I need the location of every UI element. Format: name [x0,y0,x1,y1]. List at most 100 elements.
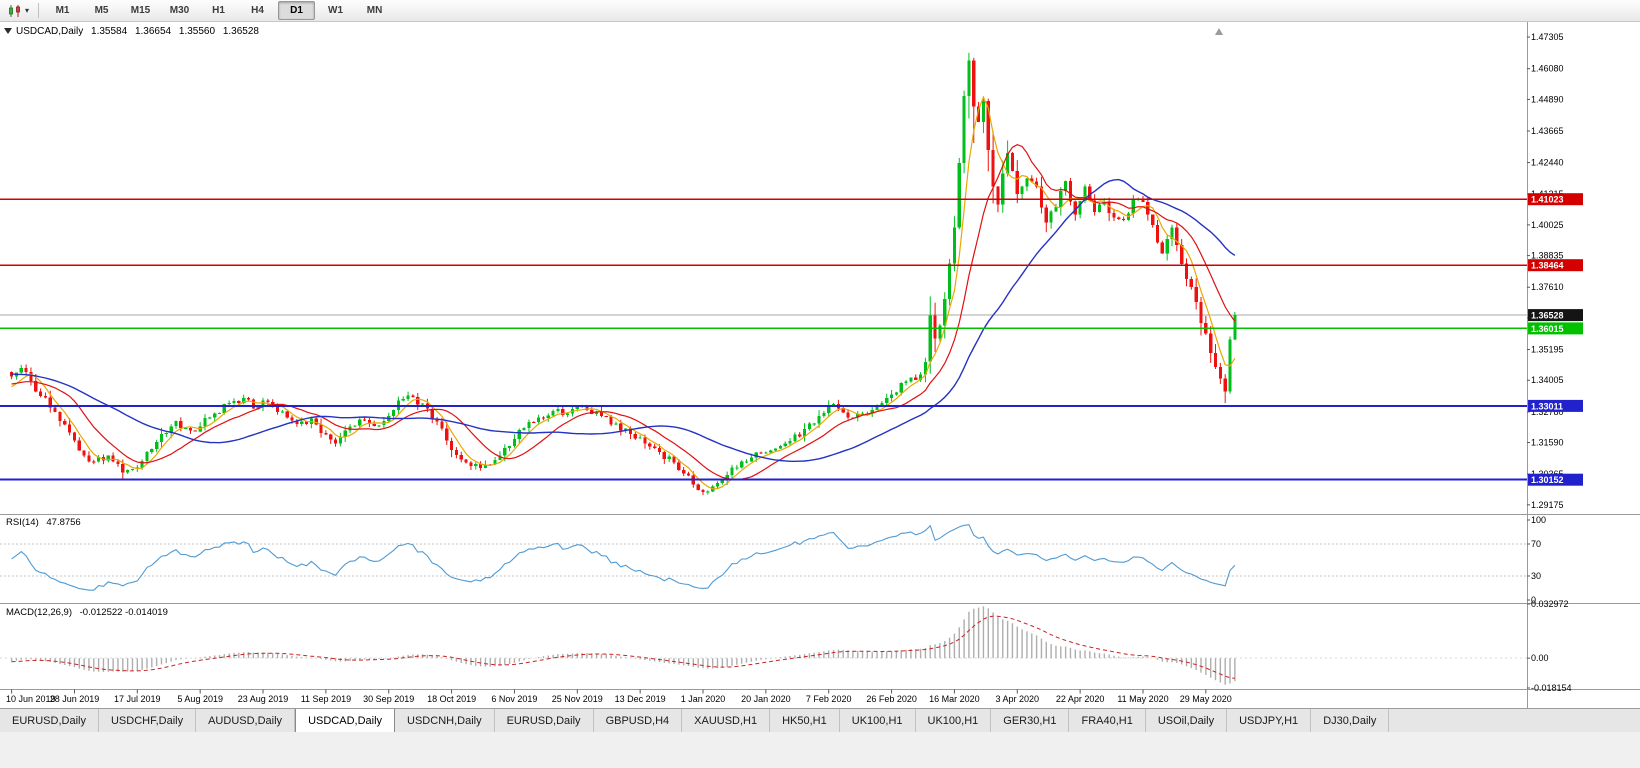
svg-text:10 Jun 2019: 10 Jun 2019 [6,694,56,704]
chart-tab-usoil-daily[interactable]: USOil,Daily [1146,709,1228,732]
ohlc-low: 1.35560 [178,26,216,37]
toolbar: ▾ M1 M5 M15 M30 H1 H4 D1 W1 MN [0,0,1640,22]
level-badge-1.33011: 1.33011 [1528,399,1583,412]
svg-text:1.41023: 1.41023 [1531,195,1564,205]
svg-text:18 Oct 2019: 18 Oct 2019 [427,694,476,704]
timeframe-buttons: M1 M5 M15 M30 H1 H4 D1 W1 MN [43,1,394,20]
symbol-tab-bar: EURUSD,Daily USDCHF,Daily AUDUSD,Daily USDC… [0,708,1640,732]
timeframe-button-h4[interactable]: H4 [251,5,264,16]
level-badge-1.30152: 1.30152 [1528,473,1583,486]
bottom-filler [0,732,1640,768]
ohlc-close: 1.36528 [222,26,259,37]
svg-text:28 Jun 2019: 28 Jun 2019 [50,694,100,704]
timeframe-button-m15[interactable]: M15 [130,5,151,16]
ohlc-open: 1.35584 [91,26,128,37]
svg-text:1.36528: 1.36528 [1531,311,1564,321]
chart-shift-marker[interactable] [1215,28,1223,35]
current-price-badge: 1.36528 [1528,309,1583,322]
svg-text:1.36015: 1.36015 [1531,324,1564,334]
svg-text:30 Sep 2019: 30 Sep 2019 [363,694,414,704]
timeframe-button-m1[interactable]: M1 [55,5,70,16]
svg-text:26 Feb 2020: 26 Feb 2020 [866,694,917,704]
svg-text:1.47305: 1.47305 [1531,32,1564,42]
svg-text:1.46080: 1.46080 [1531,64,1564,74]
svg-text:0: 0 [1531,595,1536,605]
chart-tab-uk100-h1[interactable]: UK100,H1 [916,709,992,732]
timeframe-button-m5[interactable]: M5 [94,5,109,16]
chart-type-dropdown[interactable]: ▾ [3,2,34,20]
svg-text:16 Mar 2020: 16 Mar 2020 [929,694,980,704]
svg-text:23 Aug 2019: 23 Aug 2019 [238,694,289,704]
timeframe-button-h1[interactable]: H1 [212,5,225,16]
svg-text:1.34005: 1.34005 [1531,375,1564,385]
price-chart-canvas[interactable]: 1.473051.460801.448901.436651.424401.412… [0,22,1640,708]
macd-indicator-label: MACD(12,26,9) -0.012522 -0.014019 [6,607,173,618]
chart-tab-usdcad-daily[interactable]: USDCAD,Daily [295,709,396,732]
macd-name: MACD(12,26,9) [6,607,72,618]
svg-text:5 Aug 2019: 5 Aug 2019 [177,694,223,704]
svg-text:29 May 2020: 29 May 2020 [1180,694,1232,704]
chart-tab-hk50-h1[interactable]: HK50,H1 [770,709,840,732]
svg-text:1.33011: 1.33011 [1531,401,1563,411]
macd-signal-line [11,615,1235,679]
svg-text:1.42440: 1.42440 [1531,158,1564,168]
rsi-name: RSI(14) [6,517,39,528]
svg-text:100: 100 [1531,515,1546,525]
ohlc-high: 1.36654 [134,26,172,37]
svg-text:1.31590: 1.31590 [1531,438,1564,448]
chart-tab-fra40-h1[interactable]: FRA40,H1 [1069,709,1146,732]
timeframe-button-w1[interactable]: W1 [328,5,344,16]
svg-text:1.37610: 1.37610 [1531,282,1564,292]
svg-text:7 Feb 2020: 7 Feb 2020 [806,694,852,704]
chart-tab-ger30-h1[interactable]: GER30,H1 [991,709,1070,732]
svg-text:17 Jul 2019: 17 Jul 2019 [114,694,161,704]
chart-window[interactable]: 1.473051.460801.448901.436651.424401.412… [0,22,1640,708]
svg-text:6 Nov 2019: 6 Nov 2019 [491,694,537,704]
chart-tab-dj30-daily[interactable]: DJ30,Daily [1311,709,1390,732]
chart-tab-eurusd-daily[interactable]: EURUSD,Daily [495,709,594,732]
svg-text:0.00: 0.00 [1531,653,1549,663]
timeframe-button-d1[interactable]: D1 [278,1,316,20]
chart-symbol: USDCAD,Daily [16,26,84,37]
svg-text:1.38464: 1.38464 [1531,261,1564,271]
svg-text:-0.018154: -0.018154 [1531,683,1572,693]
chart-tab-audusd-daily[interactable]: AUDUSD,Daily [196,709,296,732]
svg-text:11 Sep 2019: 11 Sep 2019 [301,694,351,704]
svg-text:3 Apr 2020: 3 Apr 2020 [996,694,1040,704]
timeframe-button-mn[interactable]: MN [366,5,383,16]
rsi-value: 47.8756 [46,517,81,528]
svg-text:20 Jan 2020: 20 Jan 2020 [741,694,791,704]
chart-background [0,22,1640,708]
timeframe-button-m30[interactable]: M30 [169,5,190,16]
svg-text:22 Apr 2020: 22 Apr 2020 [1056,694,1105,704]
rsi-line [11,524,1236,591]
svg-text:13 Dec 2019: 13 Dec 2019 [615,694,666,704]
svg-text:25 Nov 2019: 25 Nov 2019 [552,694,603,704]
chart-tab-usdcnh-daily[interactable]: USDCNH,Daily [395,709,495,732]
rsi-indicator-label: RSI(14) 47.8756 [6,517,86,528]
svg-text:1.40025: 1.40025 [1531,220,1564,230]
ma-5-line [11,95,1236,490]
chart-tab-uk100-h1[interactable]: UK100,H1 [840,709,916,732]
chart-tab-xauusd-h1[interactable]: XAUUSD,H1 [682,709,771,732]
chart-tab-usdchf-daily[interactable]: USDCHF,Daily [99,709,197,732]
level-badge-1.38464: 1.38464 [1528,259,1583,272]
one-click-trading-toggle[interactable] [4,28,14,37]
chart-tab-eurusd-daily[interactable]: EURUSD,Daily [0,709,99,732]
svg-text:1.30152: 1.30152 [1531,475,1564,485]
svg-text:30: 30 [1531,571,1541,581]
svg-text:11 May 2020: 11 May 2020 [1117,694,1168,704]
chevron-down-icon [4,28,12,34]
svg-text:0.032972: 0.032972 [1531,599,1569,609]
candlestick-chart-icon [9,4,20,17]
chart-tab-usdjpy-h1[interactable]: USDJPY,H1 [1227,709,1312,732]
svg-text:1.38835: 1.38835 [1531,251,1564,261]
toolbar-separator [38,3,40,18]
macd-values: -0.012522 -0.014019 [79,607,168,618]
ma-34-line [11,178,1236,462]
chart-tab-gbpusd-h4[interactable]: GBPUSD,H4 [594,709,683,732]
level-badge-1.36015: 1.36015 [1528,322,1583,335]
svg-text:1.43665: 1.43665 [1531,126,1564,136]
